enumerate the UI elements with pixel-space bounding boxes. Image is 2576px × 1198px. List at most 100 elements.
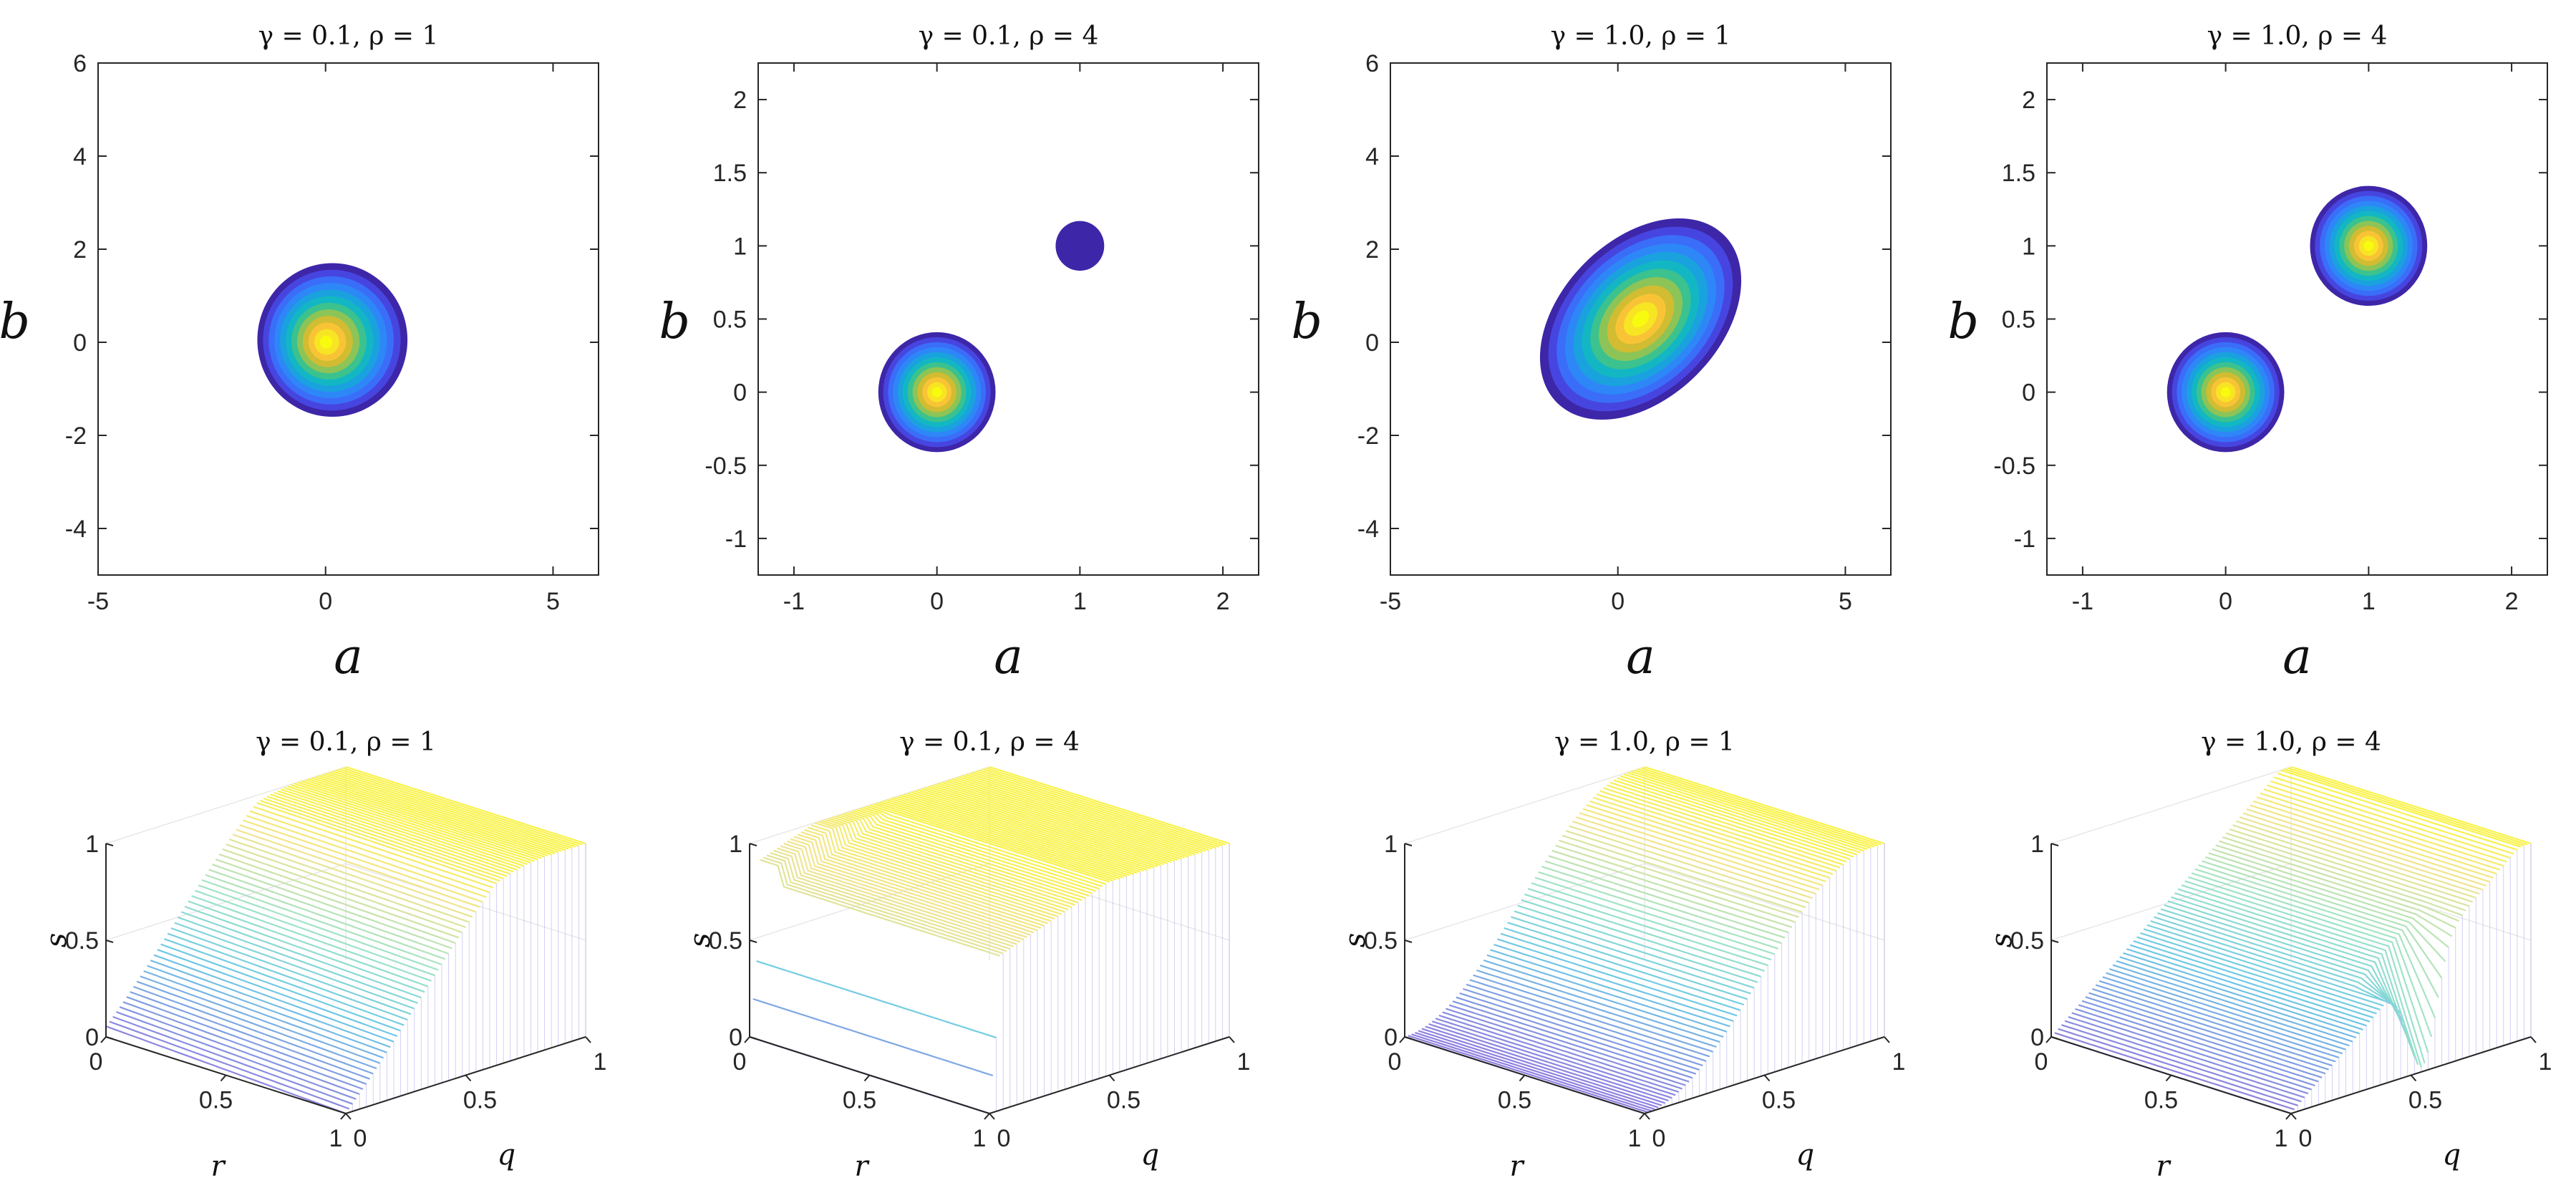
density-level — [931, 387, 942, 397]
mesh-line — [2277, 772, 2518, 851]
mesh-line — [2160, 908, 2401, 1014]
q-tick-label: 1 — [594, 1048, 607, 1076]
mesh-line — [1559, 839, 1799, 918]
axes-3d-box — [1404, 766, 1885, 1037]
mesh-line — [1620, 775, 1861, 854]
mesh-line — [931, 784, 1171, 864]
mesh-line — [948, 779, 1188, 858]
z-tick-label: 0.5 — [709, 927, 742, 955]
x-tick-label: 0 — [2219, 588, 2232, 615]
mesh-line — [195, 889, 435, 977]
q-tick-label: 0 — [997, 1125, 1011, 1152]
mesh-line — [965, 773, 1206, 852]
mesh-line — [824, 818, 1065, 913]
s-axis-label: s — [40, 933, 73, 948]
y-tick-label: 2 — [73, 236, 87, 264]
mesh-line — [246, 815, 487, 898]
mesh-line — [979, 769, 1219, 848]
mesh-line — [793, 836, 1035, 934]
mesh-line — [2205, 856, 2446, 962]
x-tick-label: 5 — [1839, 588, 1852, 615]
q-tick-mark — [465, 1074, 472, 1082]
z-tick-mark — [2050, 1036, 2059, 1040]
heatmap-panel-4: -1 0 1 2 -1 -0.5 0 0.5 1 1.5 2 γ = 1.0, ρ = 4 a b — [1947, 21, 2548, 685]
mesh-line — [2064, 1020, 2305, 1098]
q-tick-label: 0 — [2299, 1125, 2313, 1152]
mesh-line — [2098, 980, 2340, 1058]
y-tick-label: -4 — [65, 516, 87, 543]
mesh-line — [212, 864, 452, 950]
density-blob-2 — [2310, 185, 2428, 306]
mesh-line — [2174, 892, 2416, 1058]
panel-title: γ = 1.0, ρ = 4 — [2201, 728, 2381, 757]
mesh-line — [2092, 988, 2333, 1067]
mesh-line — [848, 811, 1090, 897]
mesh-line — [1517, 904, 1758, 983]
z-tick-mark — [2050, 939, 2059, 943]
mesh-line — [1544, 860, 1786, 939]
r-tick-label: 0.5 — [2144, 1087, 2178, 1114]
x-axis-label: a — [334, 629, 363, 685]
y-tick-label: 4 — [1365, 143, 1379, 170]
mesh-line — [150, 960, 391, 1048]
mesh-line — [920, 788, 1161, 866]
mesh-line — [2250, 804, 2490, 883]
mesh-line — [1411, 1033, 1652, 1112]
mesh-line — [2215, 844, 2456, 929]
mesh-line — [263, 797, 504, 879]
density-level — [2363, 241, 2374, 251]
mesh-line — [260, 799, 500, 882]
mesh-line — [2184, 880, 2426, 1064]
mesh-line — [1644, 765, 1885, 845]
mesh-line — [105, 1025, 347, 1115]
mesh-line — [2071, 1012, 2313, 1091]
mesh-line — [2081, 1000, 2323, 1078]
panel-title: γ = 0.1, ρ = 4 — [919, 21, 1099, 51]
z-tick-mark — [1404, 939, 1413, 943]
mesh-line — [1421, 1028, 1662, 1106]
mesh-line — [773, 849, 1014, 947]
z-tick-mark — [105, 939, 114, 943]
mesh-line — [2123, 952, 2363, 1030]
mesh-line — [2150, 920, 2391, 1005]
mesh-line — [188, 900, 429, 987]
mesh-line — [968, 773, 1209, 851]
density-blob-1 — [1539, 218, 1742, 420]
y-tick-label: -0.5 — [704, 453, 747, 480]
mesh-line — [308, 778, 548, 856]
mesh-line — [339, 768, 579, 847]
mesh-line — [2078, 1004, 2319, 1083]
mesh-line — [1500, 932, 1741, 1011]
mesh-line — [304, 779, 545, 858]
mesh-line — [109, 1020, 350, 1110]
z-tick-label: 1 — [2030, 831, 2044, 858]
mesh-line — [975, 771, 1216, 849]
q-tick-label: 1 — [2539, 1048, 2552, 1076]
r-tick-mark — [1519, 1074, 1526, 1082]
mesh-line — [287, 785, 528, 866]
mesh-line — [1466, 983, 1707, 1062]
mesh-line — [1589, 800, 1830, 879]
z-tick-label: 1 — [1384, 831, 1398, 858]
mesh-line — [760, 859, 1000, 957]
q-tick-label: 0.5 — [463, 1087, 497, 1114]
axes-box — [1390, 62, 1892, 576]
grid-line — [105, 863, 586, 941]
y-tick-label: 2 — [2022, 87, 2035, 114]
mesh-line — [321, 773, 562, 852]
mesh-line — [1504, 927, 1745, 1006]
q-tick-mark — [2410, 1074, 2417, 1082]
mesh-line — [167, 932, 408, 1021]
mesh-line — [985, 767, 1226, 846]
panel-title: γ = 1.0, ρ = 1 — [1554, 728, 1735, 757]
mesh-line — [2256, 796, 2497, 875]
mesh-line — [1572, 821, 1813, 899]
mesh-line — [831, 816, 1072, 909]
mesh-line — [906, 792, 1148, 871]
mesh-line — [818, 821, 1059, 917]
q-tick-mark — [1644, 1113, 1650, 1120]
mesh-line — [2068, 1016, 2309, 1095]
mesh-line — [1527, 888, 1768, 967]
mesh-line — [808, 826, 1048, 924]
mesh-line — [941, 781, 1182, 860]
